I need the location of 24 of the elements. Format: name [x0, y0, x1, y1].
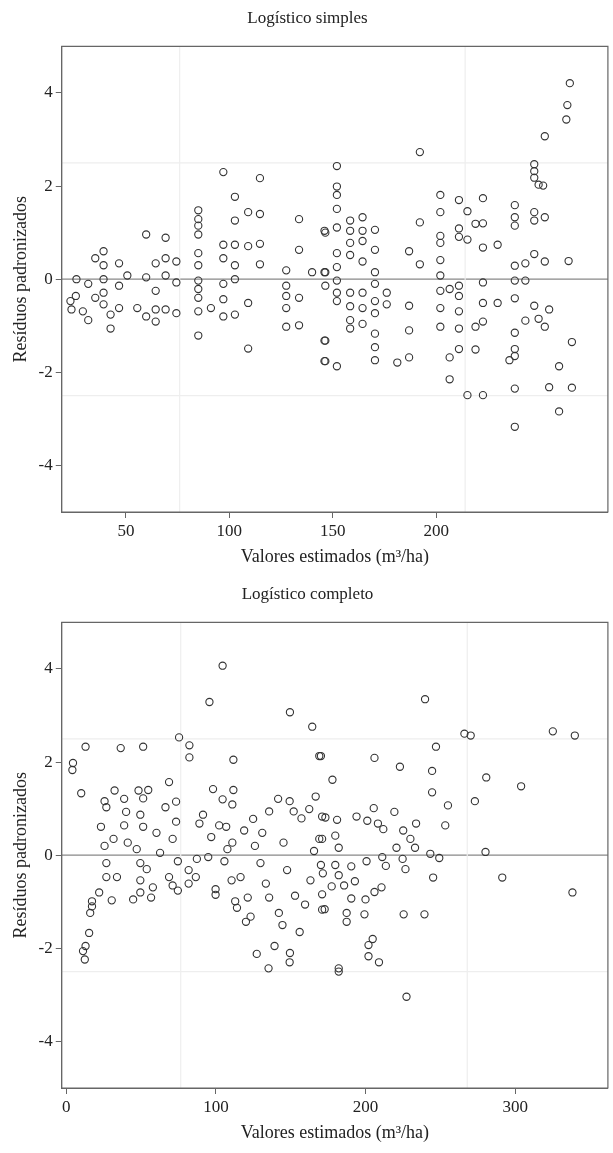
x-axis-title: Valores estimados (m³/ha): [240, 545, 430, 567]
y-tick-label: -4: [38, 454, 54, 474]
x-tick-label: 100: [203, 1096, 229, 1116]
y-tick-label: 0: [44, 844, 53, 864]
y-axis-title: Resíduos padronizados: [9, 771, 30, 939]
chart-title: Logístico completo: [241, 583, 374, 603]
y-tick-label: -2: [38, 937, 53, 957]
x-tick-label: 200: [352, 1096, 379, 1116]
x-tick-label: 50: [117, 520, 135, 540]
y-tick-label: -4: [38, 1030, 54, 1050]
x-tick-label: 150: [320, 520, 346, 540]
x-tick-label: 200: [423, 520, 449, 540]
y-axis-title: Resíduos padronizados: [9, 195, 30, 363]
x-tick-label: 300: [502, 1096, 528, 1116]
y-tick-label: -2: [38, 361, 53, 381]
x-tick-label: 100: [216, 520, 243, 540]
y-tick-label: 0: [44, 268, 53, 288]
chart-title: Logístico simples: [247, 7, 368, 27]
x-tick-label: 0: [62, 1096, 71, 1116]
y-tick-label: 4: [44, 82, 54, 102]
x-axis-title: Valores estimados (m³/ha): [240, 1121, 430, 1143]
y-tick-label: 2: [44, 175, 53, 195]
y-tick-label: 4: [44, 658, 54, 678]
y-tick-label: 2: [44, 751, 53, 771]
